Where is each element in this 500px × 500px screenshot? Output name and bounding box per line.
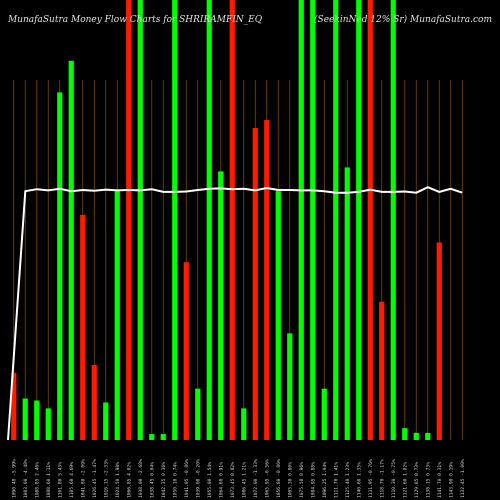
bar-green <box>34 400 40 440</box>
bar-green <box>172 0 178 440</box>
bar-green <box>402 428 408 440</box>
bar-green <box>298 0 304 440</box>
x-axis-labels: 1090.40 -5.99% 1083.00 -4.48% 1088.85 2.46… <box>11 459 466 498</box>
bar-red <box>264 120 270 441</box>
bar-red <box>91 364 97 440</box>
x-tick-label: 1055.00 1.54% <box>207 462 213 498</box>
bar-red <box>367 0 373 440</box>
bar-green <box>275 191 281 440</box>
bar-green <box>45 408 51 440</box>
x-tick-label: 1118.70 -1.17% <box>379 459 385 498</box>
bar-green <box>22 398 28 440</box>
bar-green <box>218 171 224 440</box>
x-tick-label: 1088.85 2.46% <box>34 462 40 498</box>
x-tick-label: 1121.60 1.02% <box>402 462 408 498</box>
x-tick-label: 1105.60 4.69% <box>69 462 75 498</box>
x-tick-label: 1075.50 0.96% <box>299 462 305 498</box>
x-tick-label: 1132.45 -1.00% <box>460 459 466 498</box>
x-tick-label: 1083.00 -4.48% <box>23 459 29 498</box>
x-tick-label: 1143.90 0.19% <box>448 462 454 498</box>
x-tick-label: 1141.70 0.31% <box>437 462 443 498</box>
bar-green <box>195 388 201 440</box>
x-tick-label: 1072.00 -1.33% <box>253 459 259 498</box>
x-tick-label: 1090.40 -5.99% <box>11 459 17 498</box>
bar-green <box>321 388 327 440</box>
x-tick-label: 1131.95 -0.76% <box>368 459 374 498</box>
x-tick-label: 1073.45 0.82% <box>230 462 236 498</box>
x-tick-label: 1125.40 1.23% <box>345 462 351 498</box>
bar-red <box>252 127 258 440</box>
bar-green <box>310 0 316 440</box>
x-tick-label: 1110.30 -0.75% <box>391 459 397 498</box>
x-tick-label: 1129.85 0.73% <box>414 462 420 498</box>
x-tick-label: 1088.60 1.11% <box>46 462 52 498</box>
x-tick-label: 1038.45 0.04% <box>149 462 155 498</box>
bar-red <box>229 0 235 440</box>
bar-red <box>126 0 132 440</box>
x-tick-label: 1016.15 -2.33% <box>103 459 109 498</box>
bar-red <box>379 301 385 440</box>
money-flow-line <box>7 186 463 441</box>
bar-green <box>425 432 431 440</box>
bar-red <box>183 262 189 440</box>
x-tick-label: 1024.50 1.98% <box>115 462 121 498</box>
bar-red <box>11 372 17 440</box>
x-tick-label: 1042.35 0.36% <box>161 462 167 498</box>
bars <box>11 0 442 441</box>
bar-red <box>80 214 86 440</box>
x-tick-label: 1041.05 -0.86% <box>184 459 190 498</box>
x-tick-label: 1026.45 -1.47% <box>92 459 98 498</box>
x-tick-label: 1096.25 1.04% <box>322 462 328 498</box>
x-tick-label: 1039.00 -0.20% <box>195 459 201 498</box>
x-tick-label: 1111.70 1.41% <box>333 462 339 498</box>
x-tick-label: 1066.85 4.02% <box>126 462 132 498</box>
x-tick-label: 1138.15 0.73% <box>425 462 431 498</box>
bar-green <box>160 434 166 440</box>
bar-green <box>57 92 63 441</box>
bar-green <box>149 434 155 440</box>
bar-green <box>390 0 396 440</box>
x-tick-label: 1056.80 -0.86% <box>276 459 282 498</box>
x-tick-label: 1038.00 -2.68% <box>138 459 144 498</box>
x-tick-label: 1050.10 0.74% <box>172 462 178 498</box>
x-tick-label: 1101.80 5.43% <box>57 462 63 498</box>
x-tick-label: 1140.60 1.35% <box>356 462 362 498</box>
bar-green <box>103 402 109 440</box>
bar-green <box>68 60 74 441</box>
x-tick-label: 1041.80 -2.09% <box>80 459 86 498</box>
bar-green <box>356 0 362 440</box>
bar-green <box>344 167 350 440</box>
bar-green <box>413 432 419 440</box>
bar-green <box>241 408 247 440</box>
bar-green <box>206 0 212 440</box>
x-tick-label: 1064.60 0.91% <box>218 462 224 498</box>
x-tick-label: 1065.30 0.80% <box>287 462 293 498</box>
chart-title-right: (SeekinNed 12% Sr) MunafaSutra.com <box>314 14 492 25</box>
bar-red <box>436 242 442 440</box>
bar-green <box>333 0 339 440</box>
chart-title-left: MunafaSutra Money Flow Charts for SHRIRA… <box>7 15 263 25</box>
bar-green <box>137 0 143 440</box>
bar-green <box>114 191 120 440</box>
x-tick-label: 1086.45 1.21% <box>241 462 247 498</box>
x-tick-label: 1065.95 -0.56% <box>264 459 270 498</box>
bar-green <box>287 333 293 440</box>
x-tick-label: 1084.95 0.88% <box>310 462 316 498</box>
